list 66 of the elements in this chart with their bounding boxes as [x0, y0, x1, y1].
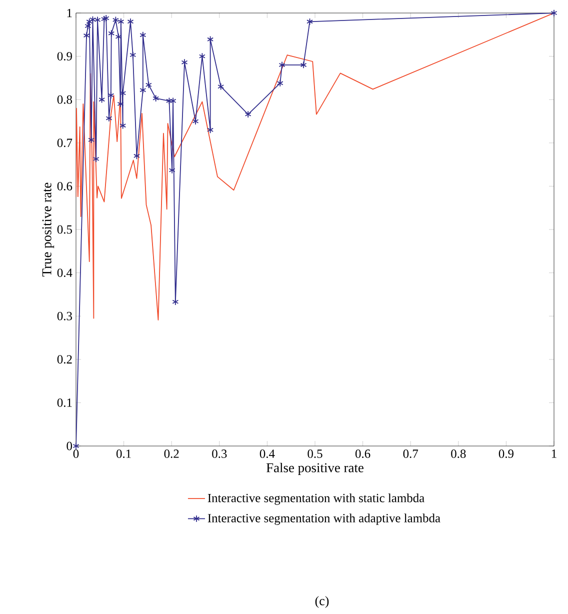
- point: [300, 61, 307, 69]
- x-tick-label: 0.3: [212, 450, 227, 458]
- point: [90, 16, 96, 24]
- y-tick-label: 0.9: [57, 52, 72, 61]
- y-tick-label: 0.2: [57, 355, 72, 364]
- point: [86, 18, 93, 26]
- y-tick-label: 0.1: [57, 398, 72, 407]
- point: [166, 97, 172, 105]
- point: [72, 442, 80, 450]
- line-series: [76, 13, 554, 320]
- point: [145, 81, 152, 89]
- legend-label: Interactive segmentation with adaptive lambda: [208, 514, 440, 525]
- point: [118, 18, 124, 26]
- y-tick-label: 0: [66, 442, 72, 450]
- point: [140, 31, 146, 39]
- point: [218, 82, 224, 90]
- x-axis-title: False positive rate: [266, 462, 364, 476]
- y-tick-label: 0.4: [57, 268, 72, 278]
- x-tick-label: 0.5: [308, 450, 322, 458]
- point: [102, 14, 110, 22]
- point: [276, 80, 284, 87]
- x-tick-label: 0: [73, 450, 79, 458]
- point: [112, 16, 119, 24]
- point: [84, 22, 92, 30]
- point: [207, 126, 214, 134]
- point: [117, 100, 124, 108]
- point: [168, 166, 176, 174]
- legend-label: Interactive segmentation with static lambda: [208, 493, 424, 505]
- point: [120, 89, 126, 97]
- x-tick-label: 0.8: [451, 450, 466, 458]
- x-tick-label: 0.9: [498, 450, 514, 458]
- point: [244, 110, 252, 118]
- point: [120, 122, 126, 130]
- y-axis-title: True positive rate: [42, 182, 54, 276]
- point: [198, 52, 206, 60]
- point: [550, 9, 558, 17]
- x-tick-label: 0.6: [355, 450, 370, 458]
- text: (c): [315, 596, 329, 608]
- y-tick-label: 0.3: [57, 312, 72, 320]
- point: [98, 96, 106, 104]
- point: [207, 36, 214, 44]
- point: [130, 51, 136, 59]
- point: [152, 94, 160, 102]
- y-tick-label: 0.5: [57, 225, 72, 234]
- x-tick-label: 0.1: [116, 450, 131, 458]
- point: [170, 97, 176, 105]
- point: [140, 86, 146, 94]
- x-tick-label: 0.2: [164, 450, 179, 458]
- y-tick-label: 0.8: [57, 95, 72, 104]
- point: [94, 16, 101, 24]
- x-tick-label: 0.4: [260, 450, 275, 458]
- point: [108, 30, 115, 37]
- point: [278, 61, 286, 69]
- point: [83, 32, 90, 40]
- x-tick-label: 0.7: [403, 450, 418, 458]
- y-tick-label: 0.7: [57, 138, 72, 148]
- point: [306, 18, 313, 26]
- point: [92, 155, 100, 163]
- point: [88, 136, 95, 144]
- y-tick-label: 0.6: [57, 182, 72, 190]
- y-tick-label: 1: [67, 8, 72, 18]
- point: [133, 152, 140, 160]
- x-tick-label: 1: [552, 450, 556, 458]
- point: [100, 15, 108, 23]
- point: [172, 298, 179, 306]
- point: [108, 92, 114, 99]
